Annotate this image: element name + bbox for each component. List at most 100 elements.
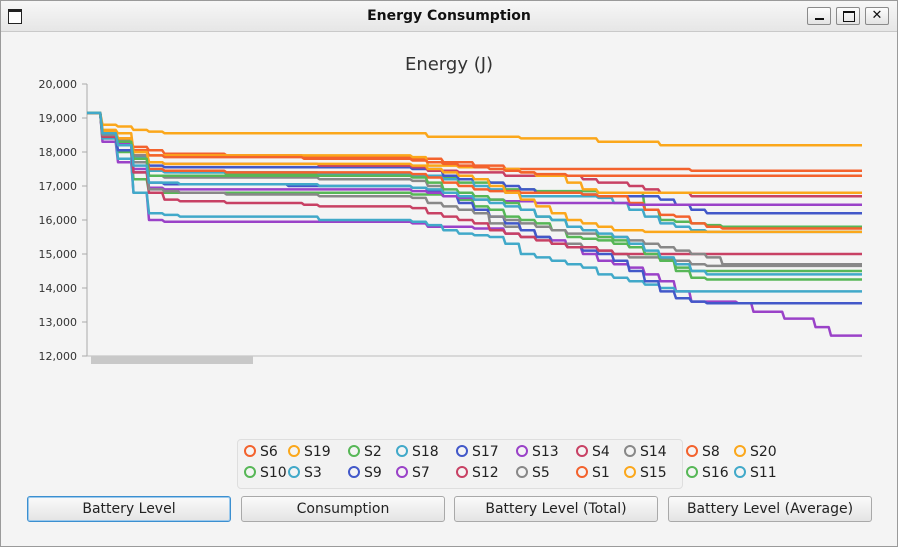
legend-item-s1[interactable]: S1 [576, 465, 610, 485]
legend-marker-icon [456, 445, 468, 457]
series-line-s7 [87, 111, 862, 206]
y-axis: 20,000 19,000 18,000 17,000 16,000 15,000 14,0… [39, 78, 88, 363]
legend-marker-icon [624, 466, 636, 478]
legend-label: S18 [412, 444, 439, 460]
legend-label: S16 [702, 465, 729, 481]
legend-item-s16[interactable]: S16 [686, 465, 729, 485]
x-axis-category-band [91, 356, 253, 364]
consumption-button[interactable]: Consumption [241, 496, 445, 522]
legend-label: S6 [260, 444, 278, 460]
legend-marker-icon [624, 445, 636, 457]
series-line-s8 [87, 111, 862, 230]
legend-marker-icon [516, 466, 528, 478]
y-tick-label: 12,000 [39, 350, 78, 363]
legend-label: S3 [304, 465, 322, 481]
series-line-s1 [87, 111, 862, 178]
energy-line-chart: Energy (J) 20,000 19,000 18,000 17,000 16,00… [39, 54, 862, 364]
legend-item-s10[interactable]: S10 [244, 465, 287, 485]
close-button[interactable]: ✕ [865, 7, 889, 25]
legend-label: S17 [472, 444, 499, 460]
legend-item-s19[interactable]: S19 [288, 444, 331, 464]
legend-label: S8 [702, 444, 720, 460]
minimize-button[interactable] [807, 7, 831, 25]
legend-marker-icon [348, 445, 360, 457]
chart-title: Energy (J) [405, 54, 493, 75]
legend-item-s9[interactable]: S9 [348, 465, 382, 485]
series-line-s11 [87, 111, 862, 276]
legend-marker-icon [576, 466, 588, 478]
series-lines [87, 111, 862, 337]
maximize-icon [837, 8, 859, 24]
y-tick-label: 14,000 [39, 282, 78, 295]
legend-item-s11[interactable]: S11 [734, 465, 777, 485]
series-line-s19 [87, 111, 862, 147]
legend-label: S11 [750, 465, 777, 481]
legend-label: S1 [592, 465, 610, 481]
legend-marker-icon [396, 466, 408, 478]
legend-label: S7 [412, 465, 430, 481]
legend-marker-icon [576, 445, 588, 457]
y-tick-label: 20,000 [39, 78, 78, 91]
maximize-button[interactable] [836, 7, 860, 25]
legend-marker-icon [686, 445, 698, 457]
legend-item-s8[interactable]: S8 [686, 444, 720, 464]
legend-item-s12[interactable]: S12 [456, 465, 499, 485]
window-icon [8, 9, 22, 24]
legend-marker-icon [288, 466, 300, 478]
legend-marker-icon [348, 466, 360, 478]
battery-level-average-button[interactable]: Battery Level (Average) [668, 496, 872, 522]
y-tick-label: 15,000 [39, 248, 78, 261]
y-tick-label: 16,000 [39, 214, 78, 227]
legend-label: S13 [532, 444, 559, 460]
series-line-s3 [87, 111, 862, 293]
legend-item-s18[interactable]: S18 [396, 444, 439, 464]
legend-item-s13[interactable]: S13 [516, 444, 559, 464]
y-tick-label: 18,000 [39, 146, 78, 159]
legend-label: S2 [364, 444, 382, 460]
legend-marker-icon [686, 466, 698, 478]
series-line-s5 [87, 111, 862, 266]
title-bar[interactable]: Energy Consumption ✕ [1, 1, 897, 32]
legend-marker-icon [288, 445, 300, 457]
legend-label: S19 [304, 444, 331, 460]
y-tick-label: 17,000 [39, 180, 78, 193]
y-tick-label: 19,000 [39, 112, 78, 125]
legend-item-s5[interactable]: S5 [516, 465, 550, 485]
legend-label: S12 [472, 465, 499, 481]
series-line-s16 [87, 111, 862, 273]
legend-item-s6[interactable]: S6 [244, 444, 278, 464]
battery-level-total-button[interactable]: Battery Level (Total) [454, 496, 658, 522]
legend-item-s2[interactable]: S2 [348, 444, 382, 464]
legend-label: S4 [592, 444, 610, 460]
legend-item-s7[interactable]: S7 [396, 465, 430, 485]
minimize-icon [808, 8, 830, 24]
close-icon: ✕ [871, 8, 883, 23]
legend-label: S10 [260, 465, 287, 481]
legend-label: S15 [640, 465, 667, 481]
series-line-s6 [87, 111, 862, 172]
legend-marker-icon [516, 445, 528, 457]
legend-label: S5 [532, 465, 550, 481]
legend-label: S14 [640, 444, 667, 460]
legend-marker-icon [244, 466, 256, 478]
x-axis [87, 355, 862, 364]
legend-marker-icon [396, 445, 408, 457]
y-tick-label: 13,000 [39, 316, 78, 329]
chart-legend: S6 S19 S2 S18 S17 S13 S4 S14 S8 S20 S10 S3 S9 S7 S12 S… [237, 439, 777, 489]
legend-label: S9 [364, 465, 382, 481]
series-line-s12 [87, 111, 862, 256]
legend-item-s20[interactable]: S20 [734, 444, 777, 464]
legend-item-s14[interactable]: S14 [624, 444, 667, 464]
battery-level-button[interactable]: Battery Level [27, 496, 231, 522]
legend-marker-icon [244, 445, 256, 457]
legend-marker-icon [456, 466, 468, 478]
legend-label: S20 [750, 444, 777, 460]
legend-item-s3[interactable]: S3 [288, 465, 322, 485]
window-title: Energy Consumption [367, 8, 531, 24]
series-line-s15 [87, 111, 862, 234]
legend-item-s15[interactable]: S15 [624, 465, 667, 485]
legend-marker-icon [734, 466, 746, 478]
legend-item-s4[interactable]: S4 [576, 444, 610, 464]
legend-item-s17[interactable]: S17 [456, 444, 499, 464]
